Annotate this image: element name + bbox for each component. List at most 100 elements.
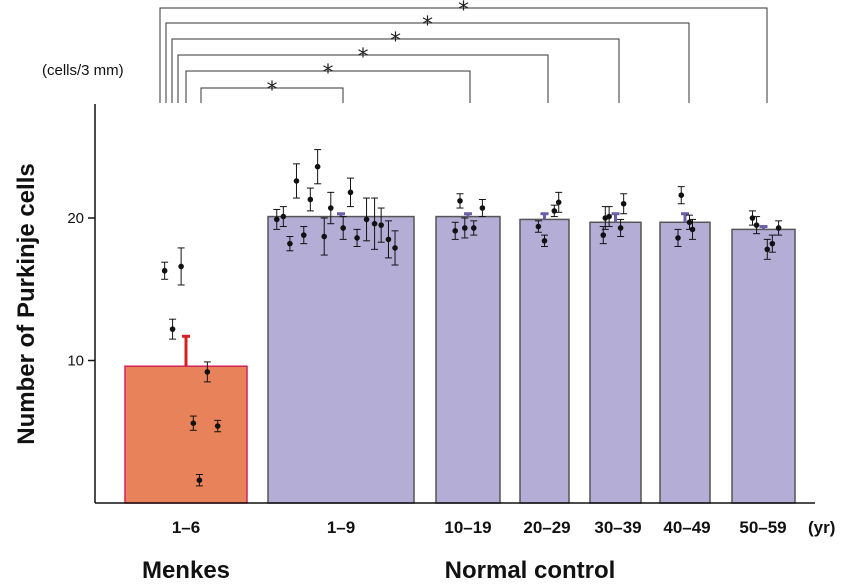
data-point-9 [286,236,294,252]
point-marker [327,205,334,211]
x-tick-label-50–59: 50–59 [739,518,786,537]
data-point-13 [314,149,322,185]
data-point-39 [677,186,685,205]
data-point-35 [605,206,613,228]
data-point-17 [346,177,354,208]
category-labels-layer: 1–6 1–9 10–19 20–29 30–39 40–49 50–59 [172,518,787,537]
data-point-37 [620,193,628,215]
data-point-11 [300,226,308,245]
points-layer [161,149,783,487]
group-label-normal-control: Normal control [445,557,616,584]
point-marker [204,369,211,375]
point-marker [769,240,776,247]
data-point-44 [763,238,771,260]
point-marker [340,225,346,231]
bar-40–49 [659,221,711,504]
point-marker [749,215,756,221]
data-point-0 [161,261,169,280]
point-marker [178,263,184,270]
data-point-31 [550,204,558,218]
data-point-16 [339,216,347,240]
point-marker [678,192,685,198]
point-marker [606,213,612,220]
point-marker [363,216,370,223]
point-marker [775,225,782,231]
significance-bracket-50–59 [159,7,768,103]
bars-layer [124,212,796,504]
data-point-28 [478,198,486,218]
point-marker [457,198,463,204]
significance-bracket-10–19 [185,70,471,103]
point-marker [287,240,293,247]
bar-30–39 [589,221,642,504]
point-marker [753,222,760,228]
point-marker [462,225,468,231]
point-marker [600,232,607,238]
significance-bracket-20–29 [177,54,549,103]
point-marker [321,233,328,240]
data-point-8 [279,206,287,228]
point-marker [620,200,627,207]
x-tick-label-30–39: 30–39 [594,518,641,537]
data-point-18 [353,228,361,247]
significance-star-10–19: * [323,61,334,86]
data-point-25 [456,193,464,209]
x-tick-label-1–9: 1–9 [327,518,355,537]
group-label-menkes: Menkes [142,557,230,584]
point-marker [273,216,280,223]
point-marker [385,236,392,243]
data-point-41 [689,218,696,240]
significance-bracket-40–49 [165,22,690,103]
point-marker [307,196,314,203]
data-point-43 [753,216,761,235]
point-marker [190,420,197,427]
x-tick-label-10–19: 10–19 [444,518,491,537]
point-marker [555,199,562,206]
point-marker [479,205,486,211]
point-marker [470,225,477,231]
data-point-21 [377,207,385,243]
point-marker [541,238,548,244]
bar-20–29 [519,218,570,504]
data-point-7 [273,208,281,230]
data-point-19 [363,197,371,242]
data-point-15 [327,191,335,225]
point-marker [280,213,287,220]
y-axis-title: Number of Purkinje cells [13,163,40,444]
significance-layer: * * * * * * [159,0,768,103]
data-point-38 [674,228,682,247]
point-marker [293,178,300,184]
x-tick-label-1–6: 1–6 [172,518,200,537]
point-marker [169,326,176,332]
point-marker [452,228,459,234]
point-marker [161,267,168,274]
data-point-45 [768,234,776,253]
significance-star-30–39: * [390,29,401,54]
significance-star-20–29: * [358,45,369,70]
point-marker [764,246,771,253]
bar-10–19 [435,215,501,504]
significance-bracket-1–9 [200,87,344,103]
point-marker [689,226,696,233]
significance-star-40–49: * [422,13,433,38]
data-point-32 [555,191,563,213]
point-marker [196,477,203,484]
point-marker [354,235,360,241]
significance-bracket-30–39 [171,38,620,103]
point-marker [686,219,693,226]
point-marker [214,423,221,429]
point-marker [617,225,624,231]
point-marker [378,222,384,228]
point-marker [535,223,542,230]
point-marker [371,220,378,227]
data-point-20 [371,197,379,250]
y-ticks-layer: 10 20 [67,210,95,370]
data-point-1 [169,318,177,340]
data-point-6 [214,419,222,433]
x-axis-unit: (yr) [808,518,835,537]
data-point-2 [177,247,185,286]
bar-1–9 [267,215,415,504]
y-axis-unit: (cells/3 mm) [42,62,124,79]
data-point-5 [203,361,211,383]
